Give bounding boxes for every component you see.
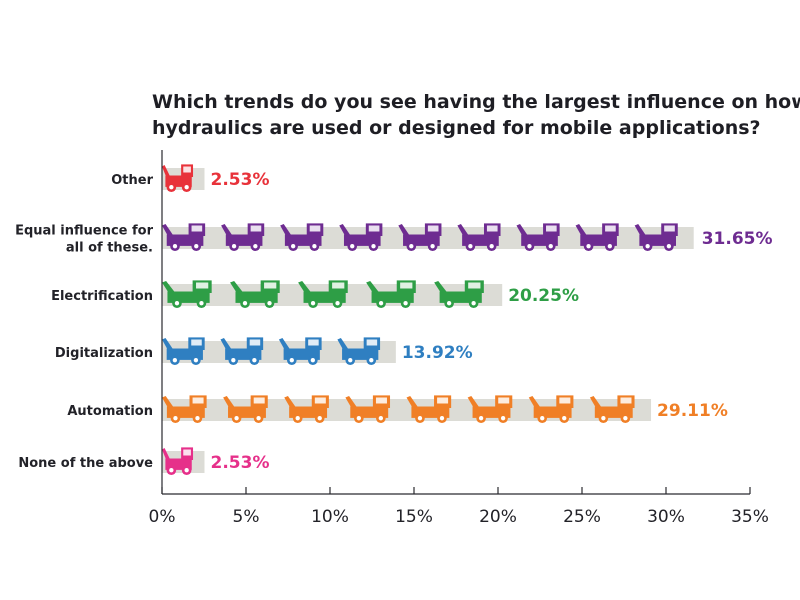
bar-background [162, 399, 652, 421]
vehicle-icon [406, 395, 452, 424]
x-tick-label: 15% [395, 507, 433, 527]
x-tick-label: 5% [233, 507, 260, 527]
value-label: 2.53% [211, 170, 270, 190]
value-label: 31.65% [702, 229, 773, 249]
x-tick-label: 10% [311, 507, 349, 527]
vehicle-icon [221, 223, 265, 251]
category-label: Equal influence for [15, 224, 154, 239]
vehicle-icon [223, 395, 268, 424]
category-labels: Other Equal influence for all of these. Ele… [15, 173, 154, 471]
bar-1: 2.53% [162, 164, 269, 192]
title-line-2: hydraulics are used or designed for mobi… [152, 117, 761, 139]
vehicle-icon [162, 337, 205, 366]
value-label: 29.11% [657, 401, 728, 421]
vehicle-icon [634, 223, 678, 251]
x-tick-label: 35% [731, 507, 769, 527]
vehicle-icon [230, 280, 280, 309]
vehicle-icon [366, 280, 416, 309]
title-line-1: Which trends do you see having the large… [152, 91, 800, 113]
category-label: all of these. [66, 241, 153, 256]
vehicle-icon [575, 223, 619, 251]
bar-5: 29.11% [162, 395, 728, 424]
vehicle-icon [162, 223, 206, 251]
x-axis: 0% 5% 10% 15% 20% 25% 30% 35% [149, 150, 769, 527]
vehicle-icon [589, 395, 635, 424]
vehicle-icon [280, 223, 324, 251]
vehicle-icon [298, 280, 348, 309]
vehicle-icon [339, 223, 383, 251]
vehicle-icon [162, 395, 207, 424]
x-tick-label: 0% [149, 507, 176, 527]
vehicle-icon [220, 337, 264, 366]
vehicle-icon [467, 395, 513, 424]
category-label: None of the above [18, 456, 153, 471]
vehicle-icon [278, 337, 322, 366]
vehicle-icon [398, 223, 442, 251]
category-label: Electrification [51, 289, 153, 304]
chart-title: Which trends do you see having the large… [152, 91, 800, 139]
value-label: 20.25% [508, 286, 579, 306]
vehicle-icon [345, 395, 391, 424]
value-label: 13.92% [402, 343, 473, 363]
vehicle-icon [434, 280, 484, 309]
vehicle-icon [528, 395, 574, 424]
value-label: 2.53% [211, 453, 270, 473]
vehicle-icon [457, 223, 501, 251]
x-tick-label: 20% [479, 507, 517, 527]
vehicle-icon [162, 447, 194, 476]
category-label: Other [111, 173, 153, 188]
category-label: Digitalization [55, 346, 153, 361]
bar-4: 13.92% [162, 337, 473, 366]
bar-background [162, 341, 396, 363]
vehicle-icon [162, 280, 212, 309]
vehicle-icon [162, 164, 194, 192]
bar-2: 31.65% [162, 223, 773, 251]
x-tick-label: 30% [647, 507, 685, 527]
bars: 2.53% 31.65% 20.25% 13.92% 29.11% 2.53% [162, 164, 773, 476]
vehicle-icon [516, 223, 560, 251]
vehicle-icon [284, 395, 329, 424]
category-label: Automation [67, 404, 153, 419]
bar-3: 20.25% [162, 280, 579, 309]
vehicle-icon [337, 337, 381, 366]
bar-6: 2.53% [162, 447, 270, 476]
x-tick-label: 25% [563, 507, 601, 527]
